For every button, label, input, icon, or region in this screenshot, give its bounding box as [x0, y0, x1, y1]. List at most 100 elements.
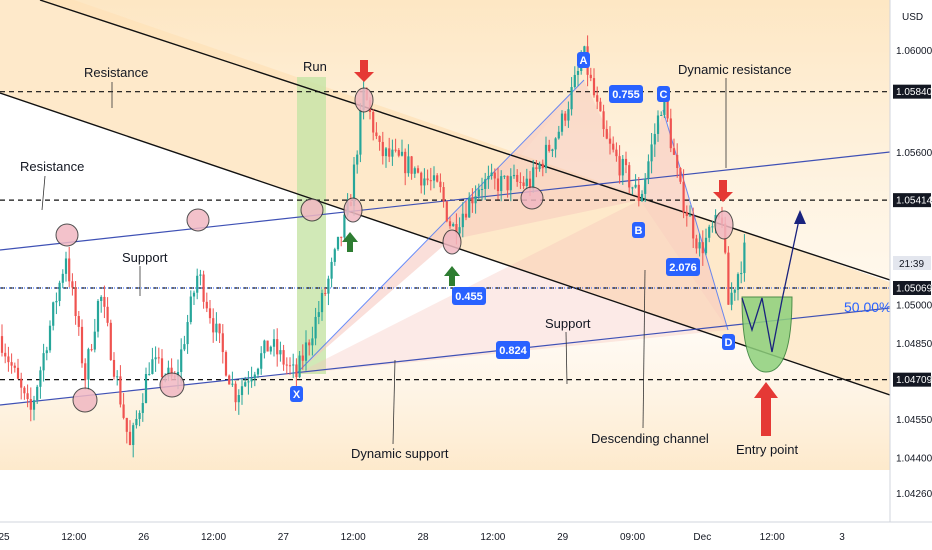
candle-body [263, 340, 266, 354]
currency-label: USD [902, 12, 923, 23]
x-tick-label: 25 [0, 532, 10, 543]
candle-body [413, 168, 416, 174]
candle-body [288, 365, 292, 367]
candle-body [480, 188, 484, 190]
candle-body [231, 383, 234, 385]
candle-body [336, 236, 340, 250]
annotation-pointers [41, 78, 727, 445]
candle-body [340, 236, 343, 238]
svg-text:21:39: 21:39 [899, 259, 924, 270]
candle-body [384, 148, 388, 157]
time-axis: 25 12:00 26 12:00 27 12:00 28 12:00 29 09:00 Dec 12… [0, 521, 932, 550]
candle-body [669, 118, 672, 149]
ratio-badge: 2.076 [666, 258, 700, 276]
candle-body [68, 258, 71, 282]
candle-body [90, 349, 93, 351]
candle-body [125, 417, 128, 432]
candle-body [525, 178, 528, 186]
candle-body [183, 344, 186, 350]
candle-body [570, 87, 573, 110]
candle-body [660, 114, 663, 116]
candle-body [224, 352, 228, 376]
candle-body [144, 373, 148, 404]
candle-body [260, 353, 263, 369]
x-tick-label: 28 [417, 532, 429, 543]
candle-body [317, 312, 320, 317]
touch-ellipse [354, 87, 374, 113]
touch-ellipse [343, 197, 363, 223]
candle-body [733, 289, 736, 293]
svg-text:0.824: 0.824 [499, 345, 527, 357]
candle-body [736, 274, 740, 290]
candle-body [167, 367, 170, 377]
candle-body [192, 292, 196, 297]
candle-body [448, 221, 452, 227]
descending-channel-fill [0, 0, 890, 395]
point-a-badge: A [577, 52, 590, 68]
harmonic-xbd-fill [296, 200, 728, 374]
candle-body [13, 365, 16, 368]
candle-body [388, 148, 391, 157]
label-support-mid: Support [545, 316, 591, 331]
candle-body [212, 318, 215, 333]
candle-body [512, 174, 516, 177]
y-tick-label: 1.04400 [896, 453, 932, 464]
candle-body [618, 156, 621, 176]
candle-body [445, 201, 448, 222]
ratio-badge: 0.755 [609, 85, 643, 103]
candle-body [471, 197, 474, 204]
x-tick-label: 29 [557, 532, 569, 543]
x-tick-label: 09:00 [620, 532, 645, 543]
candle-body [26, 393, 29, 400]
candle-body [477, 189, 480, 197]
svg-text:2.076: 2.076 [669, 262, 697, 274]
candle-body [551, 149, 554, 151]
candle-body [653, 133, 656, 145]
candle-body [589, 74, 592, 79]
candle-body [138, 412, 141, 419]
candle-body [615, 149, 618, 157]
candle-body [682, 181, 685, 213]
candle-body [596, 95, 599, 102]
candle-body [404, 151, 407, 174]
candle-body [426, 178, 429, 181]
candle-body [554, 138, 557, 150]
price-level-tag [893, 193, 931, 208]
touch-ellipse [186, 208, 210, 232]
candle-body [269, 346, 272, 352]
run-zone [297, 77, 326, 374]
candle-body [439, 181, 442, 188]
time-axis-bg [0, 522, 932, 550]
candle-body [93, 331, 96, 350]
candle-body [320, 292, 324, 313]
candle-body [205, 301, 208, 309]
candle-body [381, 141, 384, 157]
candle-body [327, 278, 330, 294]
candle-body [154, 357, 157, 360]
y-tick-label: 1.05000 [896, 301, 932, 312]
svg-text:D: D [725, 337, 733, 349]
candle-body [151, 359, 154, 374]
candle-body [538, 163, 541, 170]
candle-body [39, 370, 42, 387]
candle-body [656, 115, 660, 134]
point-d-badge: D [722, 334, 735, 350]
candle-body [576, 71, 580, 75]
touch-ellipse [159, 372, 185, 398]
green-up-arrow [444, 266, 460, 286]
x-tick-label: 12:00 [341, 532, 366, 543]
candle-body [295, 364, 298, 378]
y-tick-label: 1.04260 [896, 489, 932, 500]
candle-body [71, 281, 74, 288]
candle-body [208, 308, 212, 319]
candle-body [103, 296, 106, 307]
trend-lines [0, 0, 891, 406]
candle-body [308, 342, 311, 346]
candle-body [132, 425, 135, 446]
candle-body [400, 151, 404, 156]
candle-body [605, 129, 608, 139]
candle-body [708, 226, 711, 238]
candle-body [186, 322, 189, 345]
upper-channel-fill [0, 0, 890, 280]
